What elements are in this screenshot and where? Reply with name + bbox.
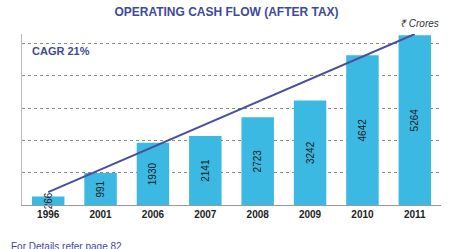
svg-text:2007: 2007 bbox=[194, 209, 217, 220]
svg-text:2006: 2006 bbox=[142, 209, 165, 220]
svg-text:OPERATING CASH FLOW (AFTER TAX: OPERATING CASH FLOW (AFTER TAX) bbox=[114, 5, 338, 19]
svg-text:For Details refer page 82: For Details refer page 82 bbox=[11, 241, 122, 249]
svg-text:1996: 1996 bbox=[37, 209, 60, 220]
svg-text:2008: 2008 bbox=[247, 209, 270, 220]
svg-text:1930: 1930 bbox=[147, 163, 158, 186]
svg-text:3242: 3242 bbox=[305, 141, 316, 164]
svg-text:₹ Crores: ₹ Crores bbox=[400, 18, 439, 29]
svg-text:CAGR 21%: CAGR 21% bbox=[32, 45, 90, 57]
svg-text:2001: 2001 bbox=[89, 209, 112, 220]
svg-text:4642: 4642 bbox=[357, 119, 368, 142]
svg-text:2009: 2009 bbox=[299, 209, 322, 220]
svg-text:266: 266 bbox=[43, 192, 54, 209]
svg-text:2010: 2010 bbox=[351, 209, 374, 220]
svg-text:2723: 2723 bbox=[252, 150, 263, 173]
svg-text:2141: 2141 bbox=[200, 159, 211, 182]
svg-text:5264: 5264 bbox=[409, 109, 420, 132]
svg-text:2011: 2011 bbox=[404, 209, 426, 220]
svg-text:991: 991 bbox=[95, 180, 106, 197]
